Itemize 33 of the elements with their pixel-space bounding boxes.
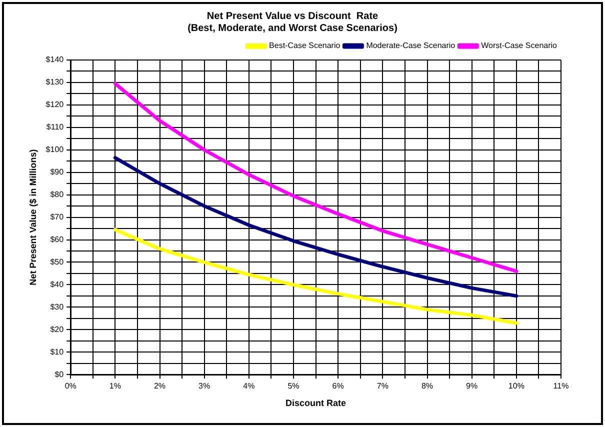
x-axis-title: Discount Rate — [286, 398, 346, 408]
y-axis-title: Net Present Value ($ in Millions) — [28, 149, 38, 286]
x-tick-label: 6% — [332, 382, 344, 391]
y-tick-label: $130 — [46, 78, 64, 87]
y-tick-label: $80 — [50, 190, 64, 200]
y-tick-label: $10 — [50, 347, 64, 356]
legend-label: Best-Case Scenario — [269, 41, 341, 50]
x-tick-label: 3% — [198, 382, 210, 391]
x-tick-label: 4% — [243, 382, 255, 391]
x-tick-label: 10% — [508, 382, 524, 391]
y-tick-label: $100 — [46, 145, 64, 154]
x-tick-label: 5% — [288, 382, 300, 391]
chart-title: Net Present Value vs Discount Rate (Best, Moderate, and Worst Case Scenarios) — [188, 10, 398, 34]
legend-label: Worst-Case Scenario — [481, 41, 558, 50]
y-tick-label: $0 — [54, 370, 64, 379]
x-tick-label: 0% — [64, 382, 76, 391]
y-tick-label: $50 — [50, 257, 64, 266]
y-tick-label: $90 — [50, 168, 64, 177]
y-tick-label: $60 — [50, 234, 64, 244]
x-tick-label: 1% — [109, 382, 121, 391]
y-tick-label: $110 — [46, 122, 64, 132]
x-tick-label: 11% — [553, 382, 569, 391]
y-tick-label: $120 — [46, 100, 64, 110]
x-tick-label: 8% — [421, 382, 434, 391]
y-tick-label: $40 — [50, 280, 64, 289]
y-tick-label: $140 — [46, 55, 64, 64]
x-tick-label: 2% — [154, 382, 166, 391]
y-tick-label: $30 — [50, 302, 64, 312]
legend-label: Moderate-Case Scenario — [366, 41, 456, 50]
x-tick-label: 9% — [466, 382, 478, 391]
y-tick-label: $20 — [50, 324, 64, 334]
y-tick-label: $70 — [50, 212, 64, 222]
x-tick-label: 7% — [376, 382, 388, 391]
